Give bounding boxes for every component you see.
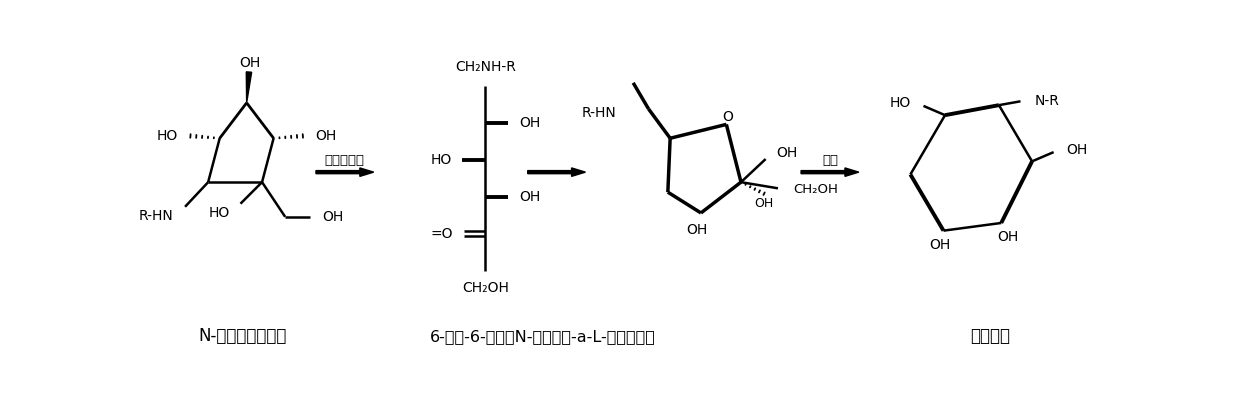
Polygon shape (247, 72, 252, 103)
Text: OH: OH (687, 223, 708, 237)
Polygon shape (528, 168, 585, 177)
Polygon shape (801, 168, 859, 177)
Text: OH: OH (776, 146, 797, 160)
Text: OH: OH (929, 237, 950, 252)
Text: HO: HO (890, 96, 911, 110)
Text: HO: HO (208, 206, 229, 220)
Text: OH: OH (520, 116, 541, 130)
Text: OH: OH (239, 56, 260, 70)
Text: OH: OH (322, 210, 343, 224)
Text: OH: OH (520, 190, 541, 204)
Text: =O: =O (430, 227, 453, 241)
Text: R-HN: R-HN (582, 106, 616, 120)
Text: 氢化: 氢化 (822, 154, 838, 167)
Text: OH: OH (315, 129, 336, 143)
Text: 6-脱氧-6-氨基（N-羟乙基）-a-L-呋喃山梨糖: 6-脱氧-6-氨基（N-羟乙基）-a-L-呋喃山梨糖 (430, 329, 656, 344)
Text: OH: OH (997, 230, 1018, 244)
Text: R-HN: R-HN (139, 209, 174, 223)
Text: OH: OH (1066, 143, 1087, 157)
Text: HO: HO (157, 129, 179, 143)
Polygon shape (316, 168, 373, 177)
Text: 米格列醇: 米格列醇 (970, 327, 1009, 345)
Text: O: O (723, 110, 733, 124)
Text: 微生物氧化: 微生物氧化 (325, 154, 365, 167)
Text: CH₂NH-R: CH₂NH-R (455, 60, 516, 73)
Text: N-R: N-R (1034, 94, 1059, 107)
Text: HO: HO (430, 153, 451, 167)
Text: N-羟乙基葡萄糖胺: N-羟乙基葡萄糖胺 (198, 327, 286, 345)
Text: CH₂OH: CH₂OH (794, 183, 838, 196)
Text: OH: OH (754, 197, 774, 210)
Text: CH₂OH: CH₂OH (463, 280, 508, 295)
